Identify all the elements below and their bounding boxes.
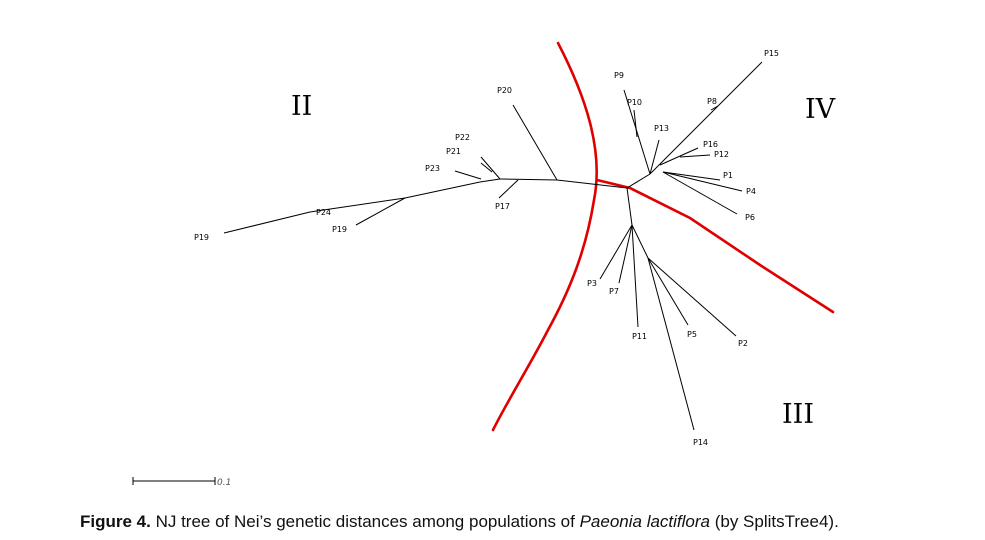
divider-left [491,41,598,432]
taxon-label-P2: P2 [738,339,748,348]
taxon-label-P22: P22 [455,133,470,142]
group-iii-branches [599,187,737,431]
taxon-label-P4: P4 [746,187,756,196]
taxon-label-P7: P7 [609,287,619,296]
taxon-label-P10: P10 [627,98,642,107]
taxon-label-P14: P14 [693,438,708,447]
divider-right [595,178,835,314]
taxon-label-P16: P16 [703,140,718,149]
group-label-iii: III [782,399,814,430]
figure-caption: Figure 4. NJ tree of Nei’s genetic dista… [80,512,980,532]
caption-label: Figure 4. [80,512,151,531]
group-label-ii: II [291,91,312,122]
taxon-label-P19b: P19 [332,225,347,234]
scale-bar-label: 0.1 [217,478,231,488]
taxon-label-P3: P3 [587,279,597,288]
caption-text-pre: NJ tree of Nei’s genetic distances among… [150,512,580,531]
group-label-iv: IV [805,94,836,125]
taxon-label-P13: P13 [654,124,669,133]
taxon-label-P19a: P19 [194,233,209,242]
group-ii-branches [223,104,628,234]
taxon-label-P17: P17 [495,202,510,211]
taxon-label-P9: P9 [614,71,624,80]
taxon-label-P15: P15 [764,49,779,58]
caption-species: Paeonia lactiflora [579,512,710,531]
taxon-label-P12: P12 [714,150,729,159]
nj-tree: P1 P2 P3 P4 P5 P6 P7 P8 P9 P10 P11 P12 P… [132,41,836,488]
taxon-label-P23: P23 [425,164,440,173]
group-iv-branches [623,61,763,215]
taxon-label-P5: P5 [687,330,697,339]
taxon-label-P11: P11 [632,332,647,341]
caption-text-post: (by SplitsTree4). [710,512,839,531]
scale-bar: 0.1 [132,477,231,488]
taxon-label-P6: P6 [745,213,755,222]
taxon-label-P20: P20 [497,86,512,95]
taxon-label-P24: P24 [316,208,331,217]
taxon-label-P1: P1 [723,171,733,180]
taxon-label-P8: P8 [707,97,717,106]
taxon-label-P21: P21 [446,147,461,156]
